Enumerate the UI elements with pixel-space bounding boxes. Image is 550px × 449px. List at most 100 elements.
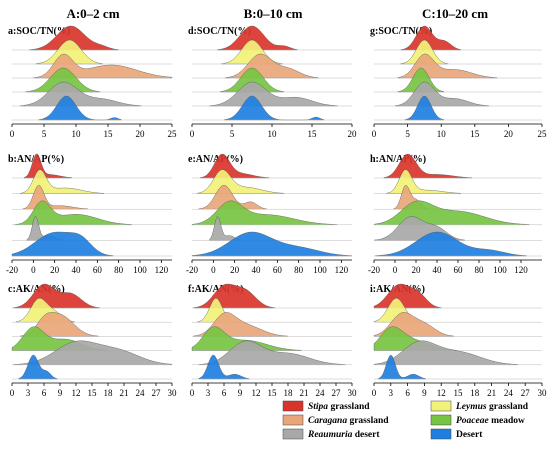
x-tick-label: 25 [168,129,178,139]
panel-e: e:AN/AP(%) -20 0 20 40 60 80 100 120 [186,153,353,275]
x-tick-label: 0 [190,129,195,139]
panel-d: d:SOC/TN(%) 0 5 10 15 20 [188,25,357,139]
ridge-poaceae-meadow [14,200,133,225]
x-tick-label: -20 [368,265,380,275]
x-tick-label: 120 [155,265,169,275]
panel-c: c:AK/AN(%) 0 3 6 9 12 15 18 21 24 27 30 [8,283,178,398]
x-tick-label: 12 [252,388,261,398]
legend: Stipa grassland Leymus grassland Caragana … [282,400,529,440]
ridge-poaceae-meadow [373,200,530,225]
panel-f: f:AK/AN(%) 0 3 6 9 12 15 18 21 24 27 30 [188,283,358,398]
ridge-leymus-grassland [197,169,285,194]
x-tick-label: 12 [72,388,81,398]
legend-label: Stipa grassland [308,402,370,412]
x-tick-label: 30 [348,388,358,398]
x-tick-label: 80 [475,265,485,275]
x-tick-label: 3 [389,388,394,398]
ridge-reaumuria-desert [373,340,519,365]
x-tick-label: 15 [454,388,464,398]
x-tick-label: 6 [42,388,47,398]
x-tick-label: 15 [104,129,114,139]
ridge-desert [18,354,58,380]
x-tick-label: 18 [470,388,480,398]
x-tick-label: 24 [316,388,326,398]
legend-swatch [430,428,452,440]
ridge-desert [11,231,114,257]
ridge-desert [404,95,445,121]
x-tick-label: 80 [294,265,304,275]
x-tick-label: 20 [136,129,146,139]
panel-a: a:SOC/TN(%) 0 5 10 15 20 25 [8,25,178,139]
column-title: B:0–10 cm [244,6,303,21]
x-tick-label: 40 [252,265,262,275]
legend-label: Poaceae meadow [456,416,525,426]
x-tick-label: 24 [504,388,514,398]
ridge-reaumuria-desert [19,81,142,107]
x-tick-label: 21 [120,388,129,398]
ridge-reaumuria-desert [394,81,489,107]
panel-title: d:SOC/TN(%) [188,26,251,37]
x-tick-label: 27 [152,388,162,398]
x-tick-label: 9 [58,388,63,398]
x-tick-label: 12 [437,388,446,398]
x-tick-label: 15 [268,388,278,398]
x-tick-label: 20 [504,129,514,139]
panel-title: f:AK/AN(%) [188,284,244,295]
panel-title: e:AN/AP(%) [188,154,243,165]
x-tick-label: 0 [190,388,195,398]
x-tick-label: 40 [433,265,443,275]
x-tick-label: 5 [42,129,47,139]
x-tick-label: 18 [104,388,114,398]
panel-title: a:SOC/TN(%) [8,26,70,37]
ridge-poaceae-meadow [191,200,338,225]
panel-title: h:AN/AP(%) [370,154,426,165]
x-tick-label: 6 [222,388,227,398]
x-tick-label: 60 [454,265,464,275]
x-tick-label: 27 [332,388,342,398]
x-tick-label: 30 [538,388,548,398]
x-tick-label: 30 [168,388,178,398]
ridge-stipa-grassland [373,283,442,309]
x-tick-label: 9 [422,388,427,398]
x-tick-label: 60 [273,265,283,275]
x-tick-label: 20 [50,265,60,275]
panel-title: g:SOC/TN(%) [370,26,432,37]
x-tick-label: 0 [393,265,398,275]
x-tick-label: 100 [313,265,327,275]
legend-swatch [430,414,452,426]
ridge-reaumuria-desert [209,81,338,107]
ridge-desert [378,354,426,380]
x-tick-label: 0 [211,265,216,275]
legend-swatch [430,400,452,412]
x-tick-label: 10 [437,129,447,139]
x-tick-label: 5 [230,129,235,139]
ridge-poaceae-meadow [25,67,101,93]
x-tick-label: 21 [487,388,496,398]
ridge-desert [198,354,250,380]
x-tick-label: 0 [372,388,377,398]
panel-g: g:SOC/TN(%) 0 5 10 15 20 25 [370,25,548,139]
x-tick-label: 120 [514,265,528,275]
x-tick-label: 18 [284,388,294,398]
x-tick-label: 15 [88,388,98,398]
ridge-leymus-grassland [400,39,449,65]
x-tick-label: 25 [538,129,548,139]
x-tick-label: 15 [308,129,318,139]
ridge-leymus-grassland [35,39,103,65]
ridge-desert [191,231,353,257]
x-tick-label: 27 [521,388,531,398]
x-tick-label: 5 [405,129,410,139]
panel-h: h:AN/AP(%) -20 0 20 40 60 80 100 120 [368,153,542,275]
column-title: C:10–20 cm [422,6,488,21]
ridge-reaumuria-desert [198,340,346,365]
x-tick-label: 0 [10,129,15,139]
x-tick-label: 20 [412,265,422,275]
legend-label: Leymus grassland [455,402,529,412]
ridge-reaumuria-desert [13,340,173,365]
ridge-poaceae-meadow [219,67,285,93]
x-tick-label: 3 [206,388,211,398]
ridge-stipa-grassland [29,25,119,51]
